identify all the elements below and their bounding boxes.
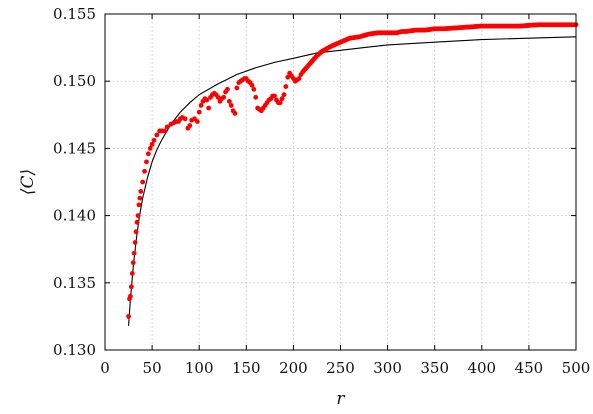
data-point [144, 159, 149, 165]
data-point [206, 105, 212, 111]
x-tick-label: 50 [143, 359, 162, 377]
y-tick-label: 0.140 [53, 207, 96, 225]
fit-curve-layer [128, 36, 577, 326]
y-axis-title: ⟨C⟩ [18, 169, 38, 195]
data-point [133, 229, 139, 235]
data-point [132, 240, 138, 245]
data-point [196, 109, 202, 115]
data-point [225, 86, 230, 92]
data-point [126, 314, 131, 319]
data-point [130, 260, 136, 266]
y-tick-label: 0.145 [53, 139, 96, 157]
y-tick-labels: 0.130 0.135 0.140 0.145 0.150 0.155 [53, 5, 96, 359]
data-point [204, 97, 210, 103]
data-point [131, 250, 137, 256]
data-point [234, 85, 240, 91]
data-point [253, 94, 259, 100]
data-point [572, 22, 578, 28]
x-tick-labels: 0 50 100 150 200 250 300 350 400 450 500 [100, 359, 590, 377]
data-point [198, 102, 204, 108]
data-point [161, 128, 167, 134]
data-point [129, 270, 135, 276]
data-point [249, 82, 255, 88]
x-tick-label: 300 [373, 359, 402, 377]
data-point [285, 74, 291, 80]
data-point [151, 137, 157, 143]
data-point [277, 100, 283, 106]
data-point [226, 98, 232, 104]
data-point [128, 293, 133, 299]
data-point [228, 102, 234, 108]
y-tick-label: 0.135 [53, 274, 96, 292]
x-tick-label: 500 [562, 359, 591, 377]
data-point [281, 92, 287, 98]
x-tick-label: 200 [279, 359, 308, 377]
x-tick-label: 350 [420, 359, 449, 377]
y-tick-label: 0.130 [53, 341, 96, 359]
x-tick-label: 450 [515, 359, 544, 377]
data-points-layer [126, 22, 579, 319]
data-point [251, 86, 257, 92]
data-point [187, 123, 193, 128]
x-tick-label: 150 [232, 359, 261, 377]
axis-ticks [104, 13, 577, 351]
data-point [164, 124, 170, 130]
data-point [194, 119, 200, 124]
data-point [138, 189, 144, 194]
data-point [154, 132, 160, 138]
data-point [135, 213, 141, 219]
data-point [136, 202, 142, 208]
data-point [149, 141, 155, 147]
data-point [140, 179, 146, 185]
grid [105, 14, 576, 350]
data-point [128, 284, 134, 290]
y-tick-label: 0.155 [53, 5, 96, 23]
x-tick-label: 400 [467, 359, 496, 377]
data-point [215, 94, 221, 100]
data-point [182, 116, 188, 122]
data-point [134, 219, 140, 225]
data-point [142, 168, 147, 174]
fit-curve [128, 36, 577, 326]
x-tick-label: 0 [100, 359, 110, 377]
y-tick-label: 0.150 [53, 72, 96, 90]
data-point [296, 76, 302, 81]
data-point [232, 111, 238, 116]
data-point [137, 195, 143, 201]
data-point [147, 146, 153, 151]
data-point [221, 94, 227, 100]
data-point [272, 93, 277, 99]
data-point [279, 96, 285, 102]
x-tick-label: 250 [326, 359, 355, 377]
data-point [283, 84, 289, 89]
x-tick-label: 100 [185, 359, 214, 377]
data-point [145, 151, 151, 157]
x-axis-title: r [336, 389, 345, 409]
